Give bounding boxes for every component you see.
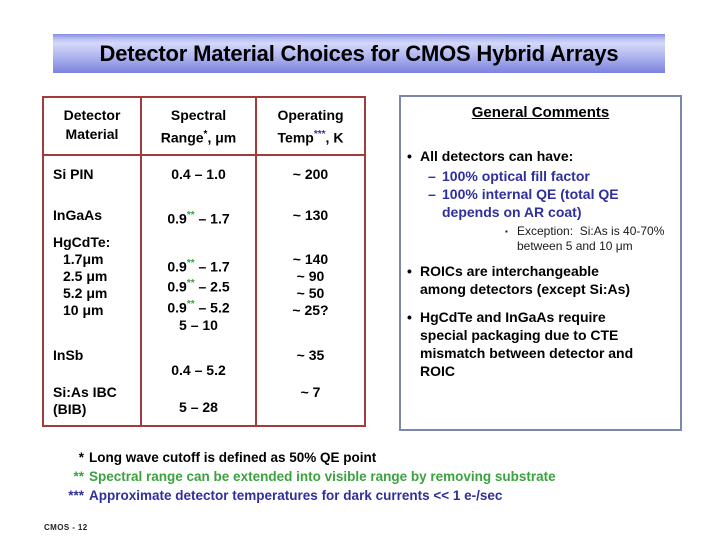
range-ingaas: 0.9** – 1.7 [167,210,230,227]
material-hgcdte: HgCdTe: [53,234,111,250]
comment-sub-internal-qe: – 100% internal QE (total QE depends on … [428,186,619,220]
footnote-star-ref: * [203,129,208,140]
comment-bullet-roics: • ROICs are interchangeable among detect… [407,263,631,297]
temp-hgcdte: ~ 50 [296,285,325,301]
detector-table-header: Detector Material Spectral Range*, μm Op… [44,98,364,156]
range-si-as: 5 – 28 [179,398,218,415]
material-si-as-2: (BIB) [53,401,87,417]
footnote-double-star-ref: ** [186,257,195,269]
dash-bullet-icon: – [428,168,436,184]
general-comments-title: General Comments [471,104,610,121]
footnote-double-star: ** Spectral range can be extended into v… [73,469,556,484]
footnote-double-star-ref: ** [186,298,195,310]
column-materials: Si PIN InGaAs HgCdTe: 1.7μm 2.5 μm 5.2 μ… [44,156,140,425]
dash-bullet-icon: – [428,186,436,202]
range-hgcdte: 0.9** – 2.5 [167,278,230,295]
footnote-double-star-ref: ** [186,278,195,290]
comment-bullet-all-detectors: • All detectors can have: [407,148,574,164]
column-operating-temp: ~ 200 ~ 130 ~ 140 ~ 90 ~ 50 ~ 25? ~ 35 ~… [255,156,364,425]
hgcdte-cutoff: 1.7μm [63,251,104,267]
range-insb: 0.4 – 5.2 [171,361,226,378]
temp-si-pin: ~ 200 [292,166,329,182]
hgcdte-cutoff: 5.2 μm [63,285,108,301]
comment-exception: ▪ Exception: Si:As is 40-70% between 5 a… [505,224,665,253]
footnote-triple-star-ref: *** [313,129,326,140]
detector-table-body: Si PIN InGaAs HgCdTe: 1.7μm 2.5 μm 5.2 μ… [44,156,364,425]
header-detector-material: Detector Material [63,107,121,142]
comment-bullet-packaging: • HgCdTe and InGaAs require special pack… [407,309,634,379]
temp-hgcdte: ~ 140 [292,251,329,267]
bullet-dot-icon: • [407,263,412,279]
temp-ingaas: ~ 130 [292,207,329,223]
header-operating-temp: Operating Temp***, K [255,98,364,154]
bullet-dot-icon: • [407,148,412,164]
footnote-double-star-ref: ** [186,210,195,221]
range-hgcdte: 5 – 10 [179,316,218,333]
detector-table: Detector Material Spectral Range*, μm Op… [42,96,366,427]
range-hgcdte: 0.9** – 5.2 [167,298,230,316]
temp-si-as: ~ 7 [300,384,321,400]
temp-insb: ~ 35 [296,347,325,363]
footnotes: * Long wave cutoff is defined as 50% QE … [56,448,556,505]
slide-number-label: CMOS - 12 [44,523,88,532]
hgcdte-cutoff: 10 μm [63,302,104,318]
range-si-pin: 0.4 – 1.0 [171,166,226,182]
hgcdte-cutoff: 2.5 μm [63,268,108,284]
bullet-dot-icon: • [407,309,412,325]
footnote-single-star: * Long wave cutoff is defined as 50% QE … [78,450,377,465]
column-spectral-range: 0.4 – 1.0 0.9** – 1.7 0.9** – 1.7 0.9** … [140,156,255,425]
material-si-pin: Si PIN [53,166,94,182]
temp-hgcdte: ~ 25? [292,302,329,318]
range-hgcdte: 0.9** – 1.7 [167,257,230,275]
square-bullet-icon: ▪ [505,227,508,236]
slide-title-banner: Detector Material Choices for CMOS Hybri… [53,34,665,73]
temp-hgcdte: ~ 90 [296,268,325,284]
footnote-triple-star: *** Approximate detector temperatures fo… [68,488,503,503]
general-comments-panel: General Comments • All detectors can hav… [399,95,682,431]
comment-sub-fill-factor: – 100% optical fill factor [428,168,590,184]
slide-title: Detector Material Choices for CMOS Hybri… [99,40,619,66]
material-ingaas: InGaAs [53,207,103,223]
header-spectral-range: Spectral Range*, μm [140,98,255,154]
material-si-as: Si:As IBC [53,384,117,400]
material-insb: InSb [53,347,84,363]
